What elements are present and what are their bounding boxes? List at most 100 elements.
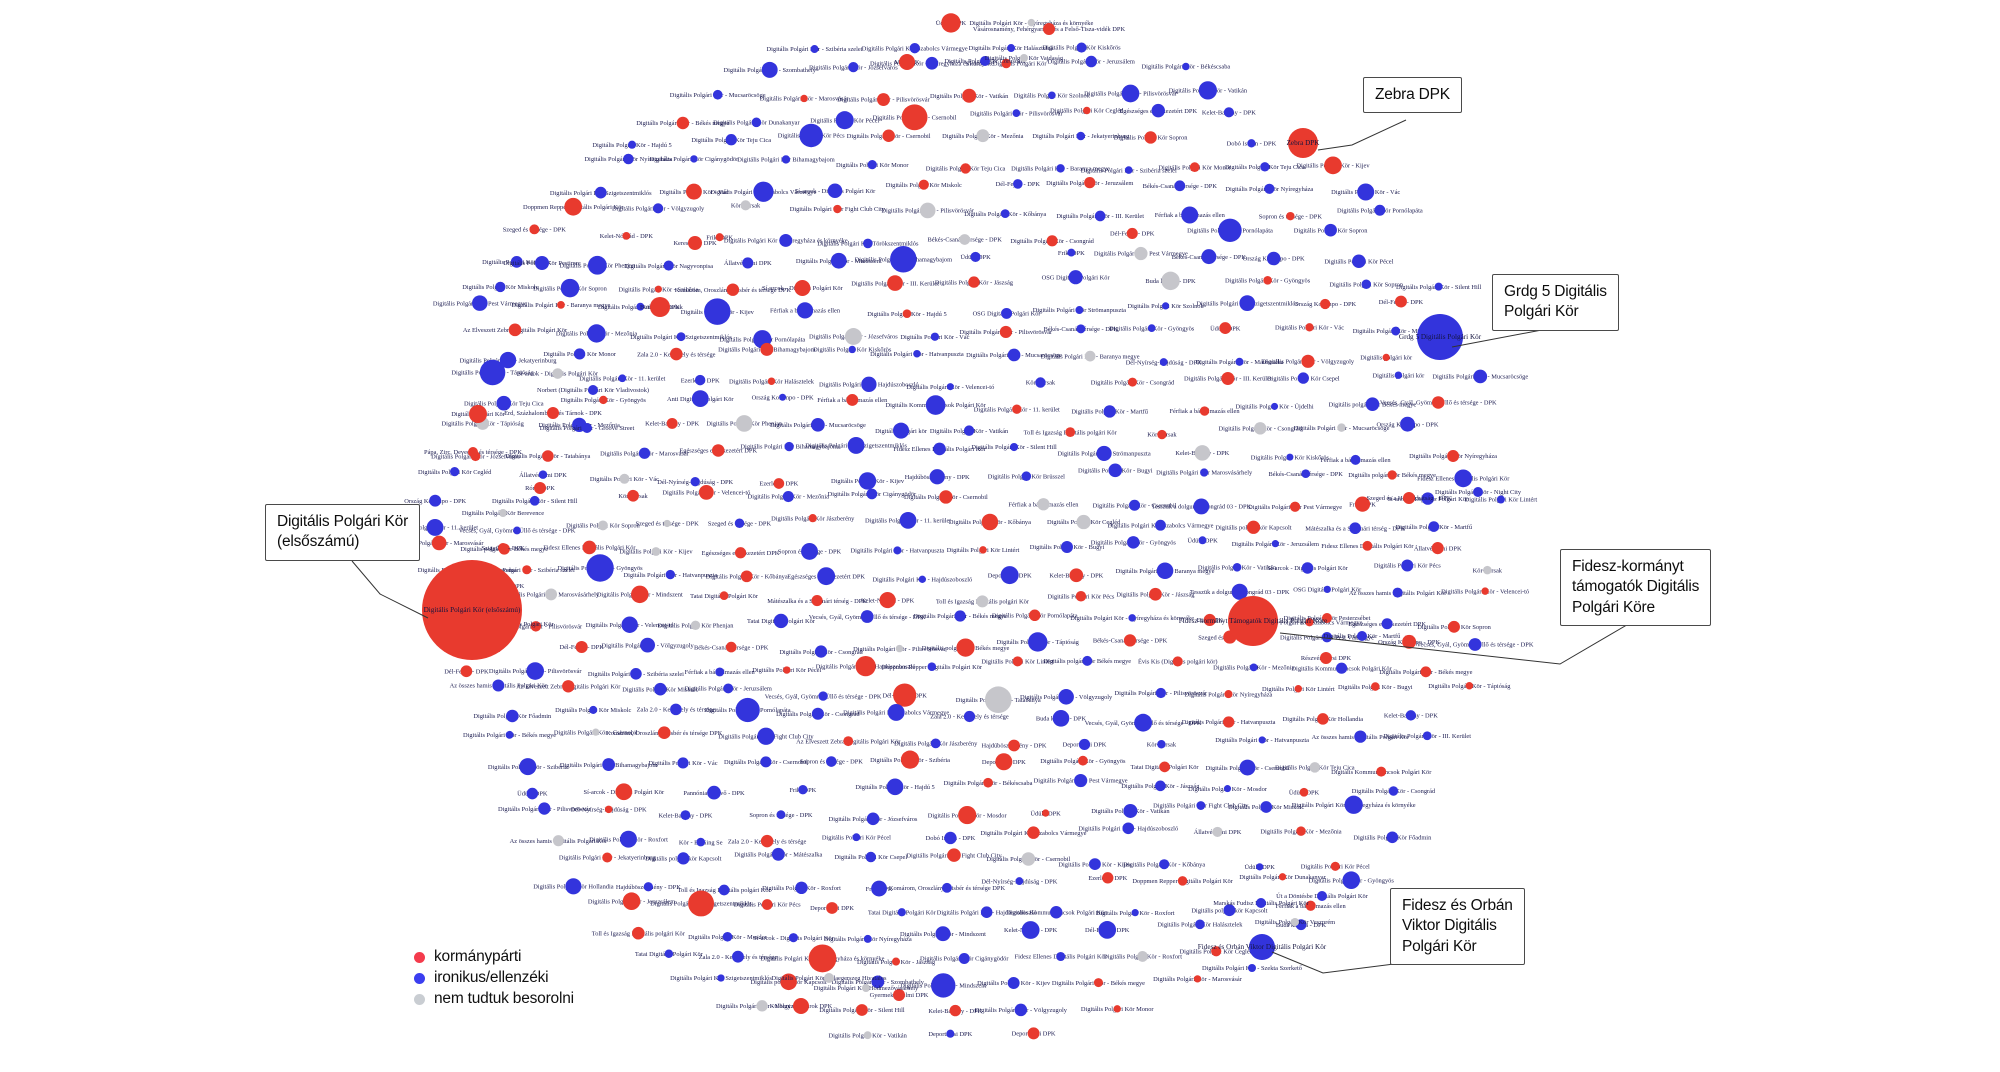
bubble[interactable]	[856, 1004, 868, 1016]
bubble[interactable]	[1371, 682, 1380, 691]
bubble[interactable]	[899, 54, 915, 70]
bubble[interactable]	[1211, 946, 1222, 957]
bubble[interactable]	[1076, 514, 1091, 530]
bubble[interactable]	[866, 488, 878, 500]
bubble[interactable]	[1382, 353, 1390, 362]
bubble[interactable]	[718, 884, 730, 896]
bubble[interactable]	[946, 1029, 955, 1038]
bubble[interactable]	[801, 542, 818, 560]
bubble[interactable]	[552, 368, 563, 379]
bubble[interactable]	[535, 256, 549, 270]
bubble[interactable]	[651, 547, 661, 556]
bubble[interactable]	[954, 610, 966, 622]
bubble[interactable]	[664, 949, 674, 959]
bubble[interactable]	[426, 518, 444, 536]
bubble[interactable]	[1037, 498, 1050, 511]
bubble[interactable]	[1357, 183, 1375, 201]
bubble[interactable]	[887, 275, 903, 291]
bubble[interactable]	[751, 117, 762, 128]
bubble[interactable]	[479, 359, 506, 386]
bubble[interactable]	[895, 644, 904, 653]
bubble[interactable]	[1027, 18, 1036, 27]
bubble[interactable]	[1155, 519, 1166, 531]
bubble[interactable]	[698, 485, 714, 500]
bubble[interactable]	[1249, 663, 1258, 672]
bubble[interactable]	[1256, 863, 1264, 871]
bubble[interactable]	[526, 662, 545, 680]
bubble[interactable]	[690, 477, 700, 487]
bubble[interactable]	[685, 183, 702, 200]
bubble[interactable]	[472, 295, 488, 311]
bubble[interactable]	[1102, 872, 1114, 884]
bubble[interactable]	[1127, 536, 1140, 549]
bubble[interactable]	[618, 374, 627, 383]
bubble[interactable]	[1278, 873, 1287, 881]
bubble[interactable]	[1015, 877, 1024, 886]
bubble[interactable]	[1301, 469, 1311, 479]
bubble[interactable]	[508, 323, 522, 337]
bubble[interactable]	[1103, 405, 1116, 418]
bubble[interactable]	[1232, 562, 1242, 572]
bubble[interactable]	[1195, 919, 1205, 930]
bubble[interactable]	[753, 181, 774, 202]
bubble[interactable]	[1239, 759, 1256, 776]
bubble[interactable]	[944, 831, 957, 845]
bubble[interactable]	[547, 407, 559, 419]
bubble[interactable]	[863, 1031, 872, 1040]
bubble[interactable]	[1483, 565, 1492, 575]
bubble[interactable]	[1392, 587, 1403, 598]
bubble[interactable]	[562, 680, 575, 693]
bubble[interactable]	[715, 233, 724, 242]
bubble[interactable]	[1431, 396, 1445, 409]
bubble[interactable]	[631, 585, 649, 604]
bubble[interactable]	[582, 540, 597, 555]
bubble[interactable]	[1162, 302, 1170, 310]
bubble[interactable]	[1248, 964, 1256, 972]
bubble[interactable]	[1020, 54, 1028, 62]
bubble[interactable]	[1320, 298, 1331, 310]
bubble[interactable]	[826, 902, 838, 914]
bubble[interactable]	[619, 473, 630, 484]
bubble[interactable]	[1321, 632, 1333, 643]
bubble[interactable]	[460, 665, 473, 678]
bubble[interactable]	[1075, 591, 1087, 602]
bubble[interactable]	[1123, 803, 1138, 818]
bubble[interactable]	[958, 952, 970, 965]
bubble[interactable]	[1181, 206, 1199, 224]
bubble[interactable]	[1123, 634, 1137, 647]
bubble[interactable]	[1067, 248, 1076, 257]
bubble[interactable]	[976, 129, 990, 143]
bubble[interactable]	[798, 785, 808, 795]
bubble[interactable]	[1394, 371, 1403, 379]
bubble[interactable]	[949, 1004, 962, 1017]
bubble[interactable]	[725, 641, 737, 653]
bubble[interactable]	[506, 709, 519, 723]
bubble[interactable]	[891, 957, 901, 966]
bubble[interactable]	[855, 656, 876, 677]
bubble[interactable]	[1134, 713, 1153, 732]
bubble[interactable]	[1473, 369, 1488, 384]
bubble[interactable]	[767, 377, 776, 385]
bubble[interactable]	[833, 204, 842, 214]
bubble[interactable]	[1009, 442, 1019, 452]
bubble[interactable]	[599, 395, 608, 405]
bubble[interactable]	[1258, 736, 1266, 744]
bubble[interactable]	[1068, 270, 1083, 285]
bubble[interactable]	[779, 233, 793, 247]
bubble[interactable]	[522, 565, 532, 575]
bubble[interactable]	[587, 324, 606, 343]
bubble[interactable]	[863, 934, 872, 943]
bubble[interactable]	[1223, 785, 1232, 793]
bubble[interactable]	[1246, 520, 1261, 534]
bubble[interactable]	[1021, 921, 1040, 939]
bubble[interactable]	[1271, 402, 1279, 410]
bubble[interactable]	[1299, 787, 1309, 797]
bubble[interactable]	[901, 104, 928, 131]
bubble[interactable]	[1108, 463, 1123, 478]
highlight-bubble[interactable]	[1249, 934, 1275, 960]
bubble[interactable]	[1422, 731, 1432, 741]
bubble[interactable]	[968, 276, 980, 288]
bubble[interactable]	[529, 495, 540, 506]
bubble[interactable]	[632, 926, 645, 940]
bubble[interactable]	[627, 140, 637, 149]
